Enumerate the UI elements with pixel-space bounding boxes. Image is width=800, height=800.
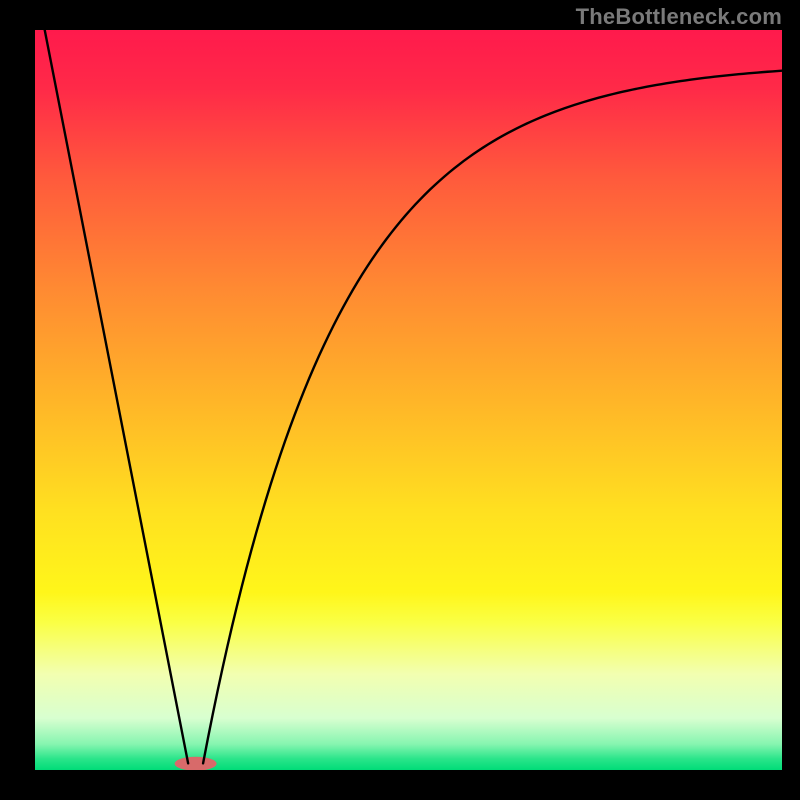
watermark-text: TheBottleneck.com [576,4,782,30]
gradient-background [35,30,782,770]
chart-svg [35,30,782,770]
plot-area [35,30,782,770]
chart-frame: { "watermark": { "text": "TheBottleneck.… [0,0,800,800]
